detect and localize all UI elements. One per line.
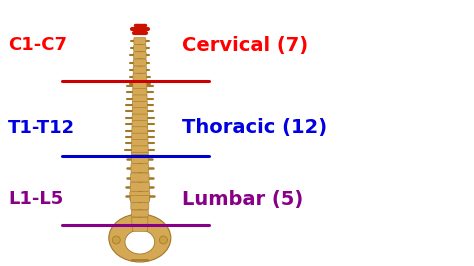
FancyBboxPatch shape xyxy=(134,45,146,52)
Text: C1-C7: C1-C7 xyxy=(8,36,67,54)
FancyBboxPatch shape xyxy=(132,133,148,141)
FancyBboxPatch shape xyxy=(133,66,146,73)
FancyBboxPatch shape xyxy=(132,127,148,134)
FancyBboxPatch shape xyxy=(131,146,148,153)
FancyBboxPatch shape xyxy=(134,52,146,59)
FancyBboxPatch shape xyxy=(131,152,148,160)
Circle shape xyxy=(159,236,167,244)
FancyBboxPatch shape xyxy=(133,95,147,102)
Ellipse shape xyxy=(109,214,171,262)
Text: Lumbar (5): Lumbar (5) xyxy=(182,190,303,209)
FancyBboxPatch shape xyxy=(131,155,148,164)
FancyBboxPatch shape xyxy=(133,82,147,90)
FancyBboxPatch shape xyxy=(133,89,147,96)
FancyBboxPatch shape xyxy=(132,140,148,147)
FancyBboxPatch shape xyxy=(132,217,148,224)
FancyBboxPatch shape xyxy=(132,114,147,122)
FancyBboxPatch shape xyxy=(133,73,146,80)
FancyBboxPatch shape xyxy=(131,203,149,210)
FancyBboxPatch shape xyxy=(134,38,146,44)
FancyBboxPatch shape xyxy=(130,173,149,182)
Circle shape xyxy=(112,236,120,244)
FancyBboxPatch shape xyxy=(132,108,147,115)
FancyBboxPatch shape xyxy=(130,196,149,202)
FancyBboxPatch shape xyxy=(130,182,149,191)
FancyBboxPatch shape xyxy=(133,81,147,88)
Ellipse shape xyxy=(125,230,155,254)
FancyBboxPatch shape xyxy=(132,225,147,231)
FancyBboxPatch shape xyxy=(132,120,147,128)
Text: Cervical (7): Cervical (7) xyxy=(182,36,308,55)
Text: L1-L5: L1-L5 xyxy=(8,190,63,209)
FancyBboxPatch shape xyxy=(133,59,146,66)
FancyBboxPatch shape xyxy=(131,164,149,173)
Text: Thoracic (12): Thoracic (12) xyxy=(182,118,327,137)
FancyBboxPatch shape xyxy=(130,192,150,201)
FancyBboxPatch shape xyxy=(132,101,147,109)
FancyBboxPatch shape xyxy=(131,210,148,217)
Text: T1-T12: T1-T12 xyxy=(8,119,75,137)
